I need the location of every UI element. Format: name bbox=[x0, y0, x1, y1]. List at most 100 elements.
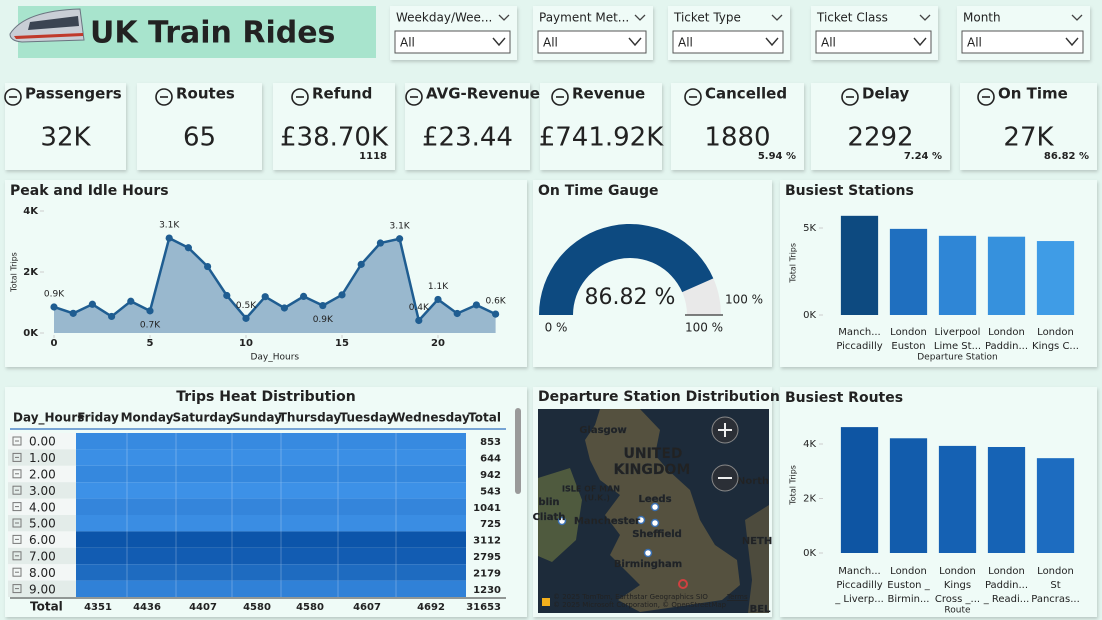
expand-icon[interactable] bbox=[12, 534, 22, 544]
point bbox=[319, 301, 327, 310]
point bbox=[357, 260, 365, 268]
gauge-min-label: 0 % bbox=[545, 321, 568, 335]
point bbox=[146, 307, 154, 315]
kpi-icon bbox=[291, 88, 309, 106]
x-tick-label: 5 bbox=[147, 338, 154, 349]
data-label: 0.9K bbox=[313, 315, 334, 325]
data-label: 3.1K bbox=[389, 221, 410, 231]
y-axis-label: Total Trips bbox=[789, 243, 798, 284]
point bbox=[223, 291, 231, 300]
kpi-subvalue: 5.94 % bbox=[758, 151, 796, 162]
expand-icon[interactable] bbox=[12, 551, 22, 561]
row-total: 1230 bbox=[473, 585, 501, 596]
slicer-dropdown[interactable] bbox=[394, 30, 511, 54]
row-label: 4.00 bbox=[29, 500, 56, 514]
row-label: 0.00 bbox=[29, 435, 56, 449]
kpi-label: Delay bbox=[862, 85, 909, 103]
map-attribution: © 2025 TomTom, Earthstar Geographics SIO bbox=[553, 593, 708, 601]
kpi-icon bbox=[684, 88, 702, 106]
point bbox=[165, 234, 173, 242]
x-tick-label: London bbox=[1037, 327, 1074, 338]
kpi-card bbox=[5, 83, 126, 170]
x-tick-label: 10 bbox=[239, 338, 253, 349]
data-label: 3.1K bbox=[159, 221, 180, 231]
row-total: 2795 bbox=[473, 552, 501, 563]
total-cell: 4436 bbox=[133, 602, 161, 613]
x-tick-label: 0 bbox=[51, 338, 58, 349]
x-tick-label: 20 bbox=[431, 338, 445, 349]
scrollbar[interactable] bbox=[515, 408, 521, 494]
bar bbox=[1036, 241, 1075, 315]
kpi-value: £741.92K bbox=[539, 123, 665, 153]
dropdown-chevron bbox=[1065, 37, 1079, 47]
expand-icon[interactable] bbox=[12, 452, 22, 462]
y-tick-label: 2K bbox=[23, 267, 39, 278]
kpi-icon bbox=[977, 88, 995, 106]
slicer-dropdown[interactable] bbox=[537, 30, 647, 54]
heat-row bbox=[76, 564, 466, 581]
kpi-value: £38.70K bbox=[280, 123, 389, 153]
gauge-max-label: 100 % bbox=[685, 321, 723, 335]
x-tick-label: Piccadilly bbox=[836, 580, 882, 591]
map-label: ISLE OF MAN bbox=[562, 485, 620, 494]
column-header: Sunday bbox=[232, 411, 282, 425]
train-window bbox=[28, 16, 79, 30]
dropdown-chevron bbox=[492, 37, 506, 47]
kpi-subvalue: 1118 bbox=[359, 151, 387, 162]
column-header: Monday bbox=[121, 411, 174, 425]
row-stripe bbox=[8, 547, 76, 565]
x-tick-label: Manch... bbox=[838, 566, 880, 577]
bar bbox=[1036, 458, 1075, 553]
row-total: 644 bbox=[480, 454, 501, 465]
map-label: Leeds bbox=[638, 494, 671, 505]
expand-icon[interactable] bbox=[12, 502, 22, 512]
expand-icon[interactable] bbox=[12, 469, 22, 479]
heat-row bbox=[76, 531, 466, 548]
station-dot bbox=[643, 548, 653, 558]
point bbox=[69, 309, 77, 317]
total-cell: 4607 bbox=[353, 602, 381, 613]
row-total: 725 bbox=[480, 519, 501, 530]
expand-icon[interactable] bbox=[12, 436, 22, 446]
map-label: North bbox=[737, 476, 769, 487]
expand-icon[interactable] bbox=[12, 584, 22, 594]
expand-icon[interactable] bbox=[12, 518, 22, 528]
slicer-chevron bbox=[771, 14, 783, 21]
y-axis-label: Total Trips bbox=[789, 465, 798, 506]
slicer-dropdown[interactable] bbox=[815, 30, 932, 54]
x-axis-label: Departure Station bbox=[917, 353, 998, 363]
y-tick-label: 0K bbox=[23, 328, 39, 339]
map-label: Birmingham bbox=[614, 559, 682, 570]
chart-title: Busiest Routes bbox=[785, 390, 903, 406]
kpi-subvalue: 86.82 % bbox=[1044, 151, 1089, 162]
x-tick-label: Paddin... bbox=[985, 341, 1028, 352]
heat-row bbox=[76, 465, 466, 483]
total-cell: 4692 bbox=[417, 602, 445, 613]
bar bbox=[889, 438, 928, 553]
dropdown-chevron bbox=[628, 37, 642, 47]
bar bbox=[840, 427, 879, 553]
column-header: Thursday bbox=[279, 411, 342, 425]
expand-icon[interactable] bbox=[12, 567, 22, 577]
x-tick-label: Kings C... bbox=[1032, 341, 1079, 352]
point bbox=[415, 316, 423, 325]
bar bbox=[938, 235, 977, 315]
heat-row bbox=[76, 498, 466, 515]
slicer-chevron bbox=[919, 14, 931, 21]
slicer-dropdown[interactable] bbox=[672, 30, 784, 54]
gauge-value bbox=[539, 223, 714, 315]
total-cell: 4580 bbox=[296, 602, 324, 613]
row-stripe bbox=[8, 580, 76, 597]
map-terms[interactable]: Terms bbox=[726, 593, 748, 601]
kpi-card bbox=[137, 83, 262, 170]
point bbox=[242, 314, 250, 322]
kpi-icon bbox=[551, 88, 569, 106]
slicer-dropdown[interactable] bbox=[961, 30, 1084, 54]
row-label: 6.00 bbox=[29, 533, 56, 547]
chart-title: Busiest Stations bbox=[785, 183, 914, 199]
row-label: 3.00 bbox=[29, 484, 56, 498]
expand-icon[interactable] bbox=[12, 485, 22, 495]
row-stripe bbox=[8, 564, 76, 581]
point bbox=[376, 239, 384, 247]
kpi-icon bbox=[841, 88, 859, 106]
